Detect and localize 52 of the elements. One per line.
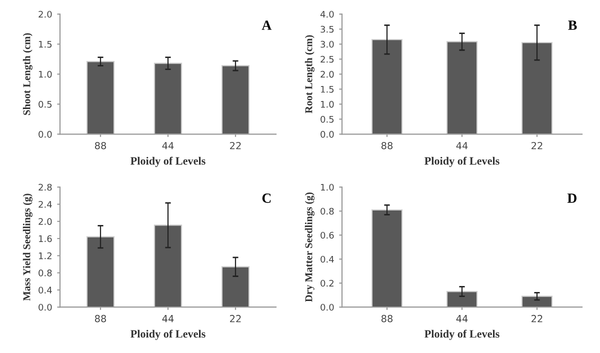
- x-tick-label: 22: [230, 142, 241, 150]
- y-tick-label: 4.0: [320, 10, 334, 18]
- y-tick-label: 0.4: [38, 286, 52, 294]
- y-tick-label: 2.4: [38, 200, 52, 208]
- y-tick-label: 2.0: [320, 70, 334, 78]
- x-tick-label: 22: [230, 314, 241, 322]
- x-axis-title: Ploidy of Levels: [424, 156, 500, 167]
- y-tick-label: 1.0: [38, 70, 52, 78]
- y-tick-label: 2.0: [38, 10, 52, 18]
- x-axis-title: Ploidy of Levels: [424, 330, 500, 340]
- y-axis-title: Mass Yield Seedlings (g): [22, 194, 32, 301]
- y-axis-title: Dry Matter Seedlings (g): [304, 192, 314, 302]
- y-tick-label: 2.8: [38, 184, 52, 191]
- x-tick-label: 44: [456, 315, 468, 322]
- y-tick-label: 3.5: [320, 26, 334, 33]
- y-tick-label: 1.0: [320, 184, 334, 191]
- y-tick-label: 0.5: [38, 100, 52, 108]
- x-tick-label: 88: [381, 142, 393, 150]
- y-tick-label: 0.8: [320, 208, 334, 215]
- x-tick-label: 22: [532, 314, 542, 322]
- y-tick-label: 0.0: [38, 130, 52, 138]
- y-tick-label: 2.5: [320, 56, 334, 63]
- y-tick-label: 0.8: [38, 270, 52, 276]
- y-tick-label: 1.5: [320, 86, 334, 93]
- y-tick-label: 0.2: [320, 280, 334, 287]
- y-tick-label: 1.5: [38, 40, 52, 48]
- y-axis-title: Shoot Length (cm): [22, 33, 32, 115]
- y-tick-label: 2.0: [38, 218, 52, 225]
- annotation: C: [262, 194, 271, 203]
- y-tick-label: 0.0: [38, 304, 52, 311]
- x-axis-title: Ploidy of Levels: [130, 330, 206, 340]
- annotation: D: [567, 194, 577, 203]
- y-tick-label: 1.6: [38, 235, 52, 242]
- y-tick-label: 1.2: [38, 252, 52, 260]
- x-tick-label: 22: [532, 142, 542, 150]
- x-tick-label: 44: [456, 142, 468, 150]
- y-tick-label: 3.0: [320, 40, 334, 48]
- y-tick-label: 0.0: [320, 130, 334, 138]
- x-tick-label: 44: [162, 142, 174, 150]
- y-axis-title: Root Length (cm): [304, 35, 314, 114]
- y-tick-label: 1.0: [320, 100, 334, 108]
- x-axis-title: Ploidy of Levels: [130, 156, 206, 167]
- y-tick-label: 0.6: [320, 232, 334, 239]
- x-tick-label: 44: [162, 315, 174, 322]
- x-tick-label: 88: [94, 314, 106, 322]
- x-tick-label: 88: [381, 314, 393, 322]
- annotation: A: [262, 20, 272, 30]
- y-tick-label: 0.0: [320, 304, 334, 311]
- y-tick-label: 0.4: [320, 256, 334, 263]
- y-tick-label: 0.5: [320, 116, 334, 123]
- annotation: B: [568, 20, 577, 30]
- x-tick-label: 88: [94, 142, 106, 150]
